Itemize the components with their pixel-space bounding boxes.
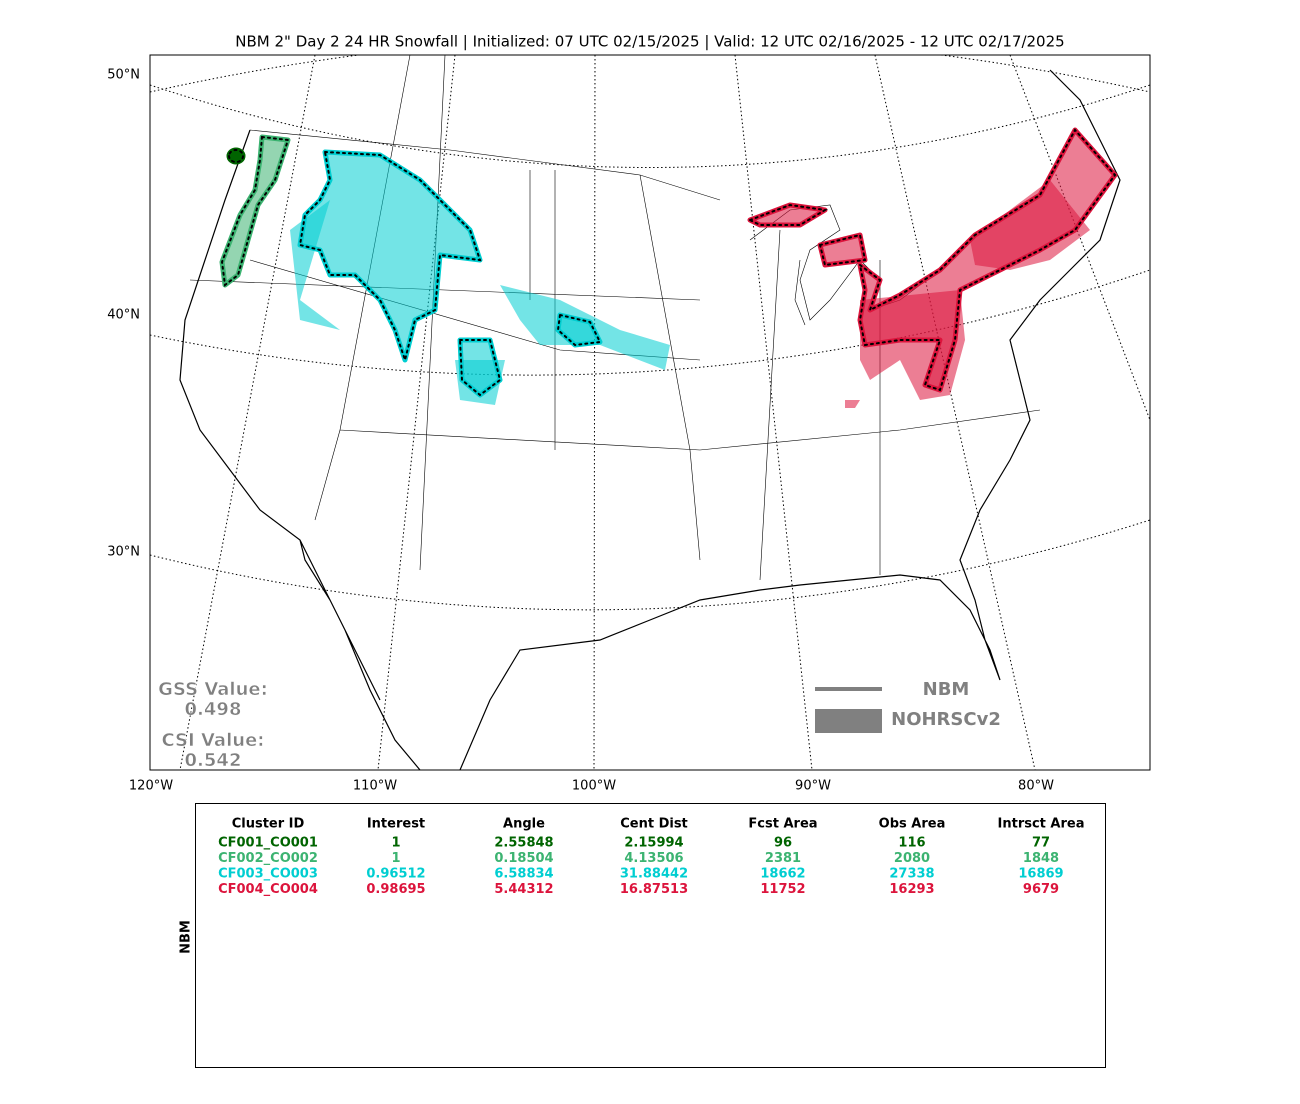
lon-label: 90°W: [795, 779, 831, 794]
lon-labels: 120°W 110°W 100°W 90°W 80°W: [129, 779, 1054, 794]
fcst-outline-dots: [220, 135, 290, 287]
table-cell: 77: [1032, 836, 1050, 851]
table-header: Cent Dist: [620, 817, 688, 832]
graticule: [150, 269, 1150, 376]
graticule: [150, 519, 1150, 611]
fcst-outline-dots: [228, 149, 245, 163]
lat-label: 50°N: [107, 68, 140, 83]
table-header: Fcst Area: [748, 817, 817, 832]
table-cell: 1: [391, 851, 400, 866]
fcst-outline-dots: [556, 313, 602, 347]
fcst-outline-dots: [858, 128, 1117, 392]
table-header: Obs Area: [879, 817, 946, 832]
table-cell: 96: [774, 836, 792, 851]
table-header: Angle: [503, 817, 545, 832]
lon-label: 120°W: [129, 779, 173, 794]
score-value: 0.542: [185, 750, 242, 771]
graticule: [150, 84, 1150, 168]
table-header: Cluster ID: [232, 817, 305, 832]
graticule: [1009, 55, 1150, 421]
table-cell: 0.98695: [366, 882, 425, 897]
table-cell: 2381: [765, 851, 801, 866]
table-cell: 9679: [1023, 882, 1059, 897]
lat-label: 30°N: [107, 545, 140, 560]
table-cell: 2080: [894, 851, 930, 866]
table-cell: 16869: [1018, 867, 1063, 882]
fcst-outline-dots: [818, 233, 867, 267]
table-cell: 18662: [760, 867, 805, 882]
table-cell: CF003_CO003: [218, 867, 318, 882]
table-cell: 1: [391, 836, 400, 851]
table-header: Interest: [367, 817, 425, 832]
lat-labels: 50°N 40°N 30°N: [107, 68, 140, 560]
scores: GSS Value:0.498 CSI Value:0.542: [158, 679, 268, 772]
table-cell: 11752: [760, 882, 805, 897]
table-cell: 16293: [889, 882, 934, 897]
table-cell: 0.18504: [494, 851, 553, 866]
table-cell: 1848: [1023, 851, 1059, 866]
table-cell: CF001_CO001: [218, 836, 318, 851]
obs-area: [845, 400, 860, 408]
table-cell: 4.13506: [624, 851, 683, 866]
table-cell: 116: [898, 836, 925, 851]
table-cell: 6.58834: [494, 867, 553, 882]
legend-patch: [815, 709, 882, 733]
table-cell: 16.87513: [620, 882, 688, 897]
table-cell: CF004_CO004: [218, 882, 318, 897]
table-cell: 0.96512: [366, 867, 425, 882]
clusters: [219, 127, 1118, 408]
table-cell: 31.88442: [620, 867, 688, 882]
table-cell: CF002_CO002: [218, 851, 318, 866]
score-label: GSS Value:: [158, 679, 268, 700]
graticule: [179, 55, 316, 770]
lon-label: 110°W: [353, 779, 397, 794]
map-frame: [149, 54, 1151, 771]
obs-area: [460, 340, 500, 395]
table-cell: 2.55848: [494, 836, 553, 851]
fcst-outline-dots: [747, 203, 828, 226]
obs-area: [860, 130, 1115, 390]
lat-label: 40°N: [107, 308, 140, 323]
table: NBM Cluster ID Interest Angle Cent Dist Fcst…: [179, 803, 1106, 1068]
table-frame: [195, 803, 1106, 1068]
graticule: [150, 55, 1150, 93]
score-value: 0.498: [185, 699, 242, 720]
lon-label: 80°W: [1018, 779, 1054, 794]
legend-label: NOHRSCv2: [891, 709, 1001, 730]
table-cell: 27338: [889, 867, 934, 882]
table-cell: 2.15994: [624, 836, 683, 851]
fcst-outline-dots: [298, 150, 482, 364]
table-side-label: NBM: [179, 920, 194, 954]
map: 50°N 40°N 30°N 120°W 110°W 100°W 90°W 80°W GSS…: [107, 54, 1151, 794]
lon-label: 100°W: [572, 779, 616, 794]
title: NBM 2" Day 2 24 HR Snowfall | Initialize…: [235, 33, 1064, 51]
table-cell: 5.44312: [494, 882, 553, 897]
legend-label: NBM: [923, 679, 970, 700]
table-header: Intrsct Area: [998, 817, 1085, 832]
coastline: [179, 69, 1121, 770]
fcst-outline-dots: [458, 339, 502, 397]
score-label: CSI Value:: [162, 730, 265, 751]
legend: NBM NOHRSCv2: [815, 679, 1001, 733]
